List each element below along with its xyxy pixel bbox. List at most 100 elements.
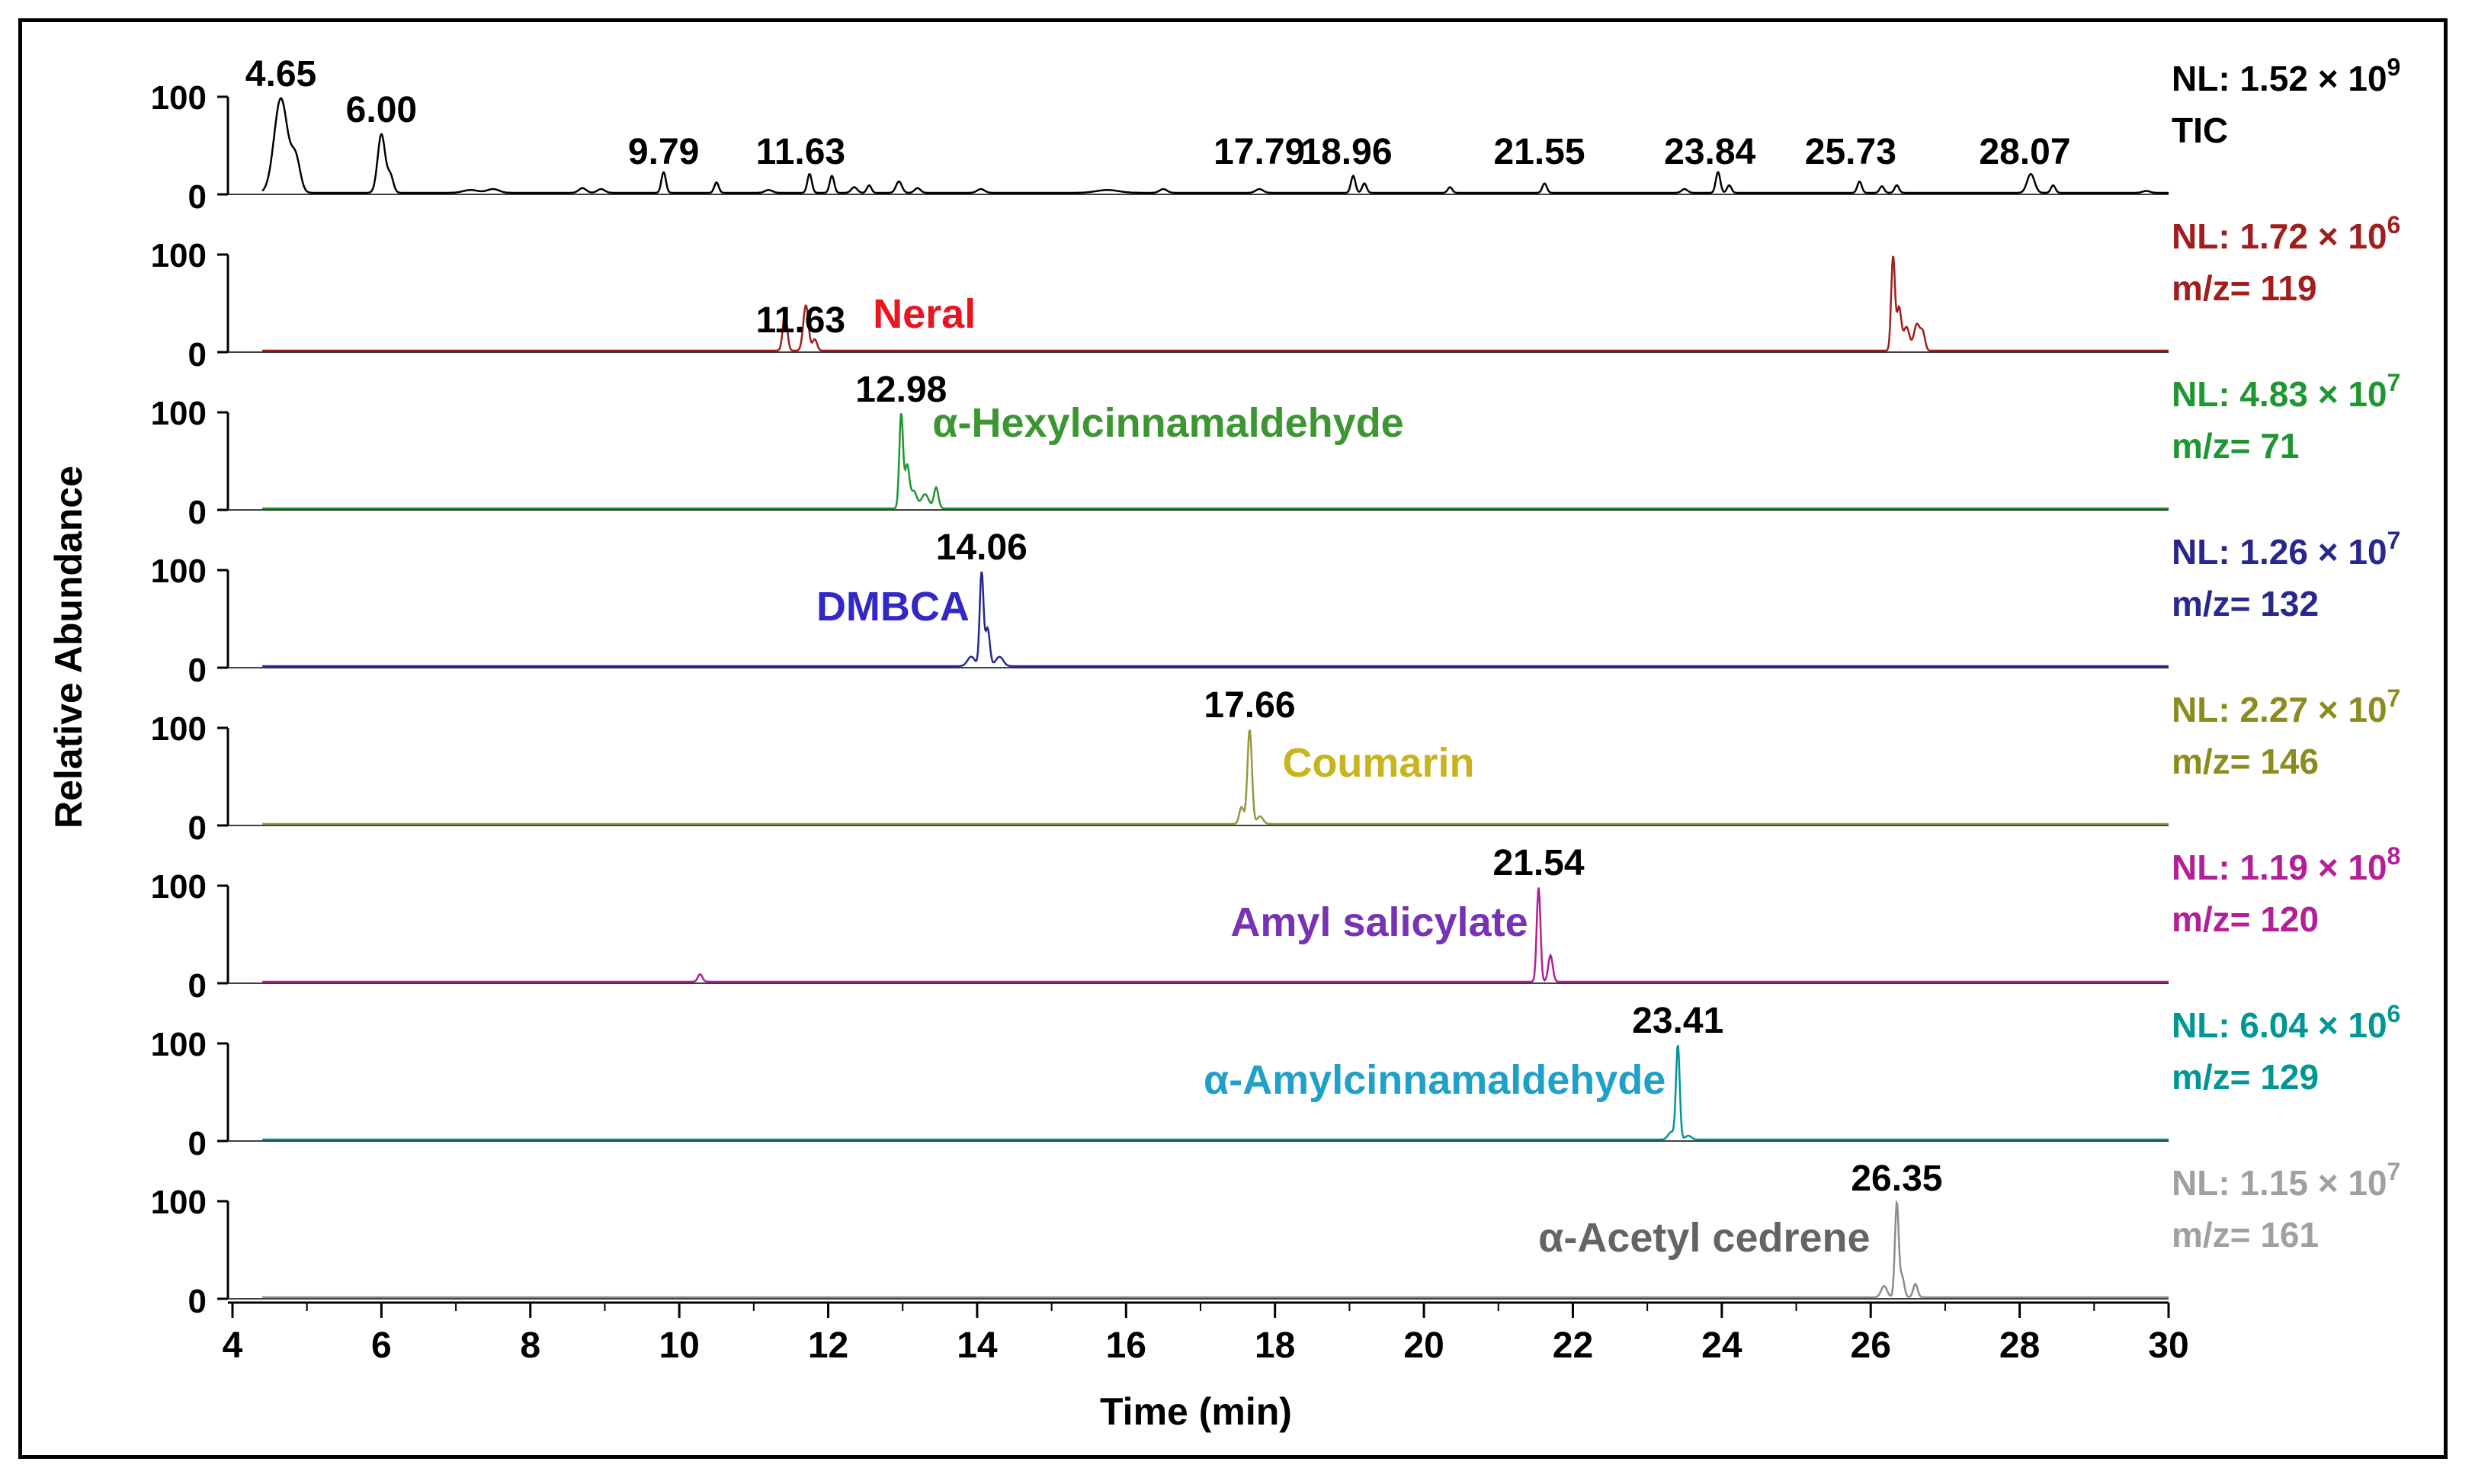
y-tick-label: 0 (188, 494, 207, 531)
nl-value: NL: 1.52 × 10 (2172, 59, 2387, 98)
nl-label: NL: 1.26 × 107 (2172, 527, 2400, 572)
y-tick-label: 0 (188, 336, 207, 373)
nl-exponent: 7 (2387, 369, 2401, 396)
x-tick-label: 14 (957, 1325, 998, 1366)
trace-label: m/z= 146 (2172, 742, 2319, 781)
nl-label: NL: 1.15 × 107 (2172, 1158, 2400, 1203)
y-tick-label: 100 (151, 1184, 207, 1221)
peak-time-label: 4.65 (245, 54, 316, 95)
y-tick-label: 0 (188, 1283, 207, 1320)
peak-time-label: 21.55 (1493, 132, 1585, 172)
nl-exponent: 7 (2387, 527, 2401, 554)
y-tick-label: 100 (151, 710, 207, 748)
nl-label: NL: 6.04 × 106 (2172, 1000, 2400, 1045)
chart-frame: 100 0 100 0 100 0 100 0 100 0 100 0 100 0 100 0 4 6 8 10 12 1… (18, 18, 2448, 1459)
nl-exponent: 7 (2387, 1158, 2401, 1185)
x-tick-label: 30 (2148, 1325, 2188, 1366)
y-tick-label: 100 (151, 1026, 207, 1063)
trace-m-z-129 (262, 1044, 2169, 1141)
trace-label: m/z= 71 (2172, 426, 2300, 466)
y-tick-label: 100 (151, 553, 207, 590)
y-tick-label: 0 (188, 967, 207, 1005)
peak-time-label: 11.63 (756, 300, 845, 341)
compound-label: α-Acetyl cedrene (1538, 1215, 1870, 1261)
nl-exponent: 9 (2387, 53, 2401, 81)
y-tick-label: 100 (151, 79, 207, 117)
x-tick-label: 18 (1255, 1325, 1295, 1366)
nl-label: NL: 2.27 × 107 (2172, 684, 2400, 729)
peak-time-label: 18.96 (1300, 132, 1392, 172)
nl-exponent: 8 (2387, 842, 2401, 870)
trace-m-z-120 (262, 887, 2169, 983)
peak-time-label: 12.98 (855, 370, 947, 410)
trace-m-z-71 (262, 412, 2169, 510)
nl-value: NL: 1.15 × 10 (2172, 1163, 2387, 1203)
nl-value: NL: 6.04 × 10 (2172, 1005, 2387, 1045)
nl-value: NL: 1.26 × 10 (2172, 532, 2387, 572)
x-tick-label: 22 (1553, 1325, 1593, 1366)
peak-time-label: 17.66 (1204, 685, 1295, 726)
nl-value: NL: 1.19 × 10 (2172, 848, 2387, 887)
nl-exponent: 6 (2387, 211, 2401, 239)
compound-label: α-Hexylcinnamaldehyde (932, 400, 1403, 446)
trace-label: m/z= 132 (2172, 584, 2319, 623)
x-tick-label: 10 (659, 1325, 699, 1366)
peak-time-label: 26.35 (1851, 1159, 1942, 1199)
trace-label: TIC (2172, 111, 2228, 150)
nl-label: NL: 1.52 × 109 (2172, 53, 2400, 98)
x-tick-label: 4 (223, 1325, 243, 1366)
peak-time-label: 11.63 (756, 132, 845, 172)
x-tick-label: 24 (1701, 1325, 1742, 1366)
compound-label: DMBCA (816, 584, 970, 630)
y-tick-label: 0 (188, 809, 207, 847)
peak-time-label: 23.84 (1664, 132, 1755, 172)
y-tick-label: 100 (151, 868, 207, 905)
x-tick-label: 12 (808, 1325, 848, 1366)
nl-value: NL: 4.83 × 10 (2172, 374, 2387, 414)
trace-label: m/z= 119 (2172, 268, 2317, 308)
y-tick-label: 0 (188, 652, 207, 689)
trace-tic (261, 97, 2169, 194)
compound-label: α-Amylcinnamaldehyde (1204, 1057, 1665, 1103)
trace-label: m/z= 120 (2172, 899, 2319, 939)
nl-label: NL: 1.72 × 106 (2172, 211, 2400, 256)
x-tick-label: 20 (1403, 1325, 1444, 1366)
y-tick-label: 0 (188, 178, 207, 216)
x-tick-label: 16 (1106, 1325, 1146, 1366)
peak-time-label: 9.79 (628, 132, 699, 172)
peak-time-label: 28.07 (1979, 132, 2070, 172)
compound-label: Coumarin (1282, 740, 1474, 786)
nl-exponent: 6 (2387, 1000, 2401, 1027)
trace-m-z-132 (262, 571, 2169, 668)
peak-time-label: 21.54 (1492, 843, 1584, 883)
x-tick-label: 26 (1851, 1325, 1891, 1366)
y-axis-title: Relative Abundance (47, 466, 90, 829)
nl-exponent: 7 (2387, 684, 2401, 712)
peak-time-label: 25.73 (1805, 132, 1896, 172)
y-tick-label: 100 (151, 237, 207, 274)
nl-value: NL: 2.27 × 10 (2172, 690, 2387, 729)
y-tick-label: 0 (188, 1125, 207, 1162)
compound-label: Amyl salicylate (1230, 899, 1528, 945)
peak-time-label: 14.06 (936, 527, 1028, 568)
y-tick-label: 100 (151, 395, 207, 432)
nl-label: NL: 1.19 × 108 (2172, 842, 2400, 887)
peak-time-label: 17.79 (1213, 132, 1305, 172)
x-axis-title: Time (min) (1100, 1390, 1292, 1433)
trace-m-z-146 (262, 729, 2169, 825)
x-tick-label: 6 (371, 1325, 392, 1366)
x-tick-label: 8 (520, 1325, 540, 1366)
peak-time-label: 23.41 (1632, 1001, 1723, 1041)
trace-m-z-161 (262, 1199, 2169, 1299)
trace-m-z-119 (262, 255, 2169, 352)
x-tick-label: 28 (1999, 1325, 2040, 1366)
compound-label: Neral (873, 291, 976, 337)
nl-label: NL: 4.83 × 107 (2172, 369, 2400, 414)
peak-time-label: 6.00 (346, 90, 417, 130)
traces-layer (261, 97, 2169, 1299)
trace-label: m/z= 161 (2172, 1215, 2319, 1255)
trace-label: m/z= 129 (2172, 1057, 2319, 1097)
